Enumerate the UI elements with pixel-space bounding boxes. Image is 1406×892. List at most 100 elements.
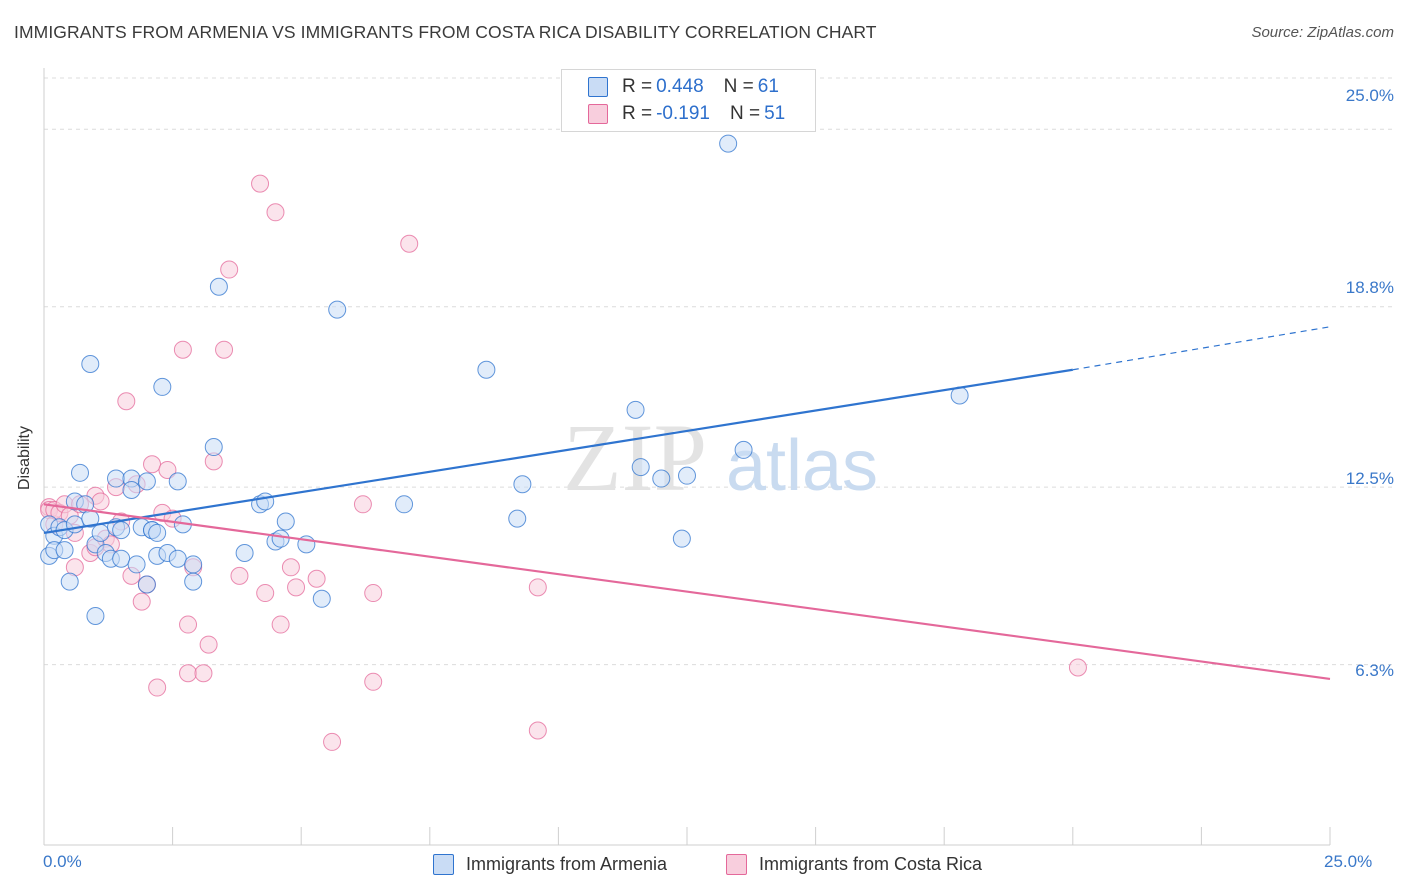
bottom-legend-armenia: Immigrants from Armenia: [433, 852, 667, 876]
legend-swatch-blue: [588, 77, 608, 97]
data-point: [323, 732, 342, 751]
data-point: [137, 575, 156, 594]
data-point: [55, 541, 74, 560]
y-tick-label: 18.8%: [1345, 278, 1394, 297]
data-point: [328, 300, 347, 319]
trend-line-costa-rica: [43, 503, 1331, 681]
data-point: [65, 515, 84, 534]
data-point: [364, 672, 383, 691]
data-point: [266, 203, 285, 222]
data-point: [276, 512, 295, 531]
data-point: [364, 584, 383, 603]
data-point: [132, 592, 151, 611]
data-point: [652, 469, 671, 488]
data-point: [173, 340, 192, 359]
legend-n-value: 51: [764, 103, 786, 124]
data-point: [251, 174, 270, 193]
data-point: [158, 460, 177, 479]
data-point: [307, 569, 326, 588]
y-tick-label: 12.5%: [1345, 469, 1394, 488]
data-point: [112, 521, 131, 540]
legend-n-label: N =: [723, 76, 754, 97]
data-point: [179, 615, 198, 634]
data-point: [112, 549, 131, 568]
data-point: [137, 472, 156, 491]
trend-line-armenia: [43, 368, 1073, 535]
data-point: [60, 572, 79, 591]
data-point: [400, 234, 419, 253]
legend-row-costa-rica: R = -0.191 N = 51: [588, 102, 785, 126]
data-point: [209, 277, 228, 296]
data-point: [143, 455, 162, 474]
data-point: [122, 480, 141, 499]
data-point: [148, 678, 167, 697]
data-point: [271, 615, 290, 634]
data-point: [256, 584, 275, 603]
y-tick-label: 6.3%: [1355, 661, 1394, 680]
legend-swatch-pink: [588, 104, 608, 124]
data-point: [204, 438, 223, 457]
data-point: [1068, 658, 1087, 677]
trend-line-armenia-extension: [1072, 326, 1331, 371]
series-armenia-points: [40, 134, 969, 625]
legend-r-label: R =: [622, 76, 653, 97]
data-point: [678, 466, 696, 485]
x-tick-label-min: 0.0%: [43, 852, 82, 871]
data-point: [513, 475, 532, 494]
data-point: [127, 555, 146, 574]
data-point: [194, 664, 213, 683]
data-point: [91, 523, 110, 542]
legend-label-costa-rica: Immigrants from Costa Rica: [759, 853, 983, 874]
watermark: ZIP atlas: [563, 404, 878, 511]
data-point: [215, 340, 234, 359]
chart-title: IMMIGRANTS FROM ARMENIA VS IMMIGRANTS FR…: [14, 22, 877, 42]
data-point: [271, 529, 290, 548]
data-point: [281, 558, 300, 577]
correlation-legend: R = 0.448 N = 61 R = -0.191 N = 51: [561, 69, 816, 132]
data-point: [107, 469, 126, 488]
legend-row-armenia: R = 0.448 N = 61: [588, 75, 779, 99]
data-point: [86, 606, 105, 625]
data-point: [626, 400, 645, 419]
legend-r-value: -0.191: [656, 103, 710, 124]
data-point: [199, 635, 218, 654]
data-point: [477, 360, 496, 379]
data-point: [148, 523, 167, 542]
legend-n-value: 61: [757, 76, 779, 97]
data-point: [168, 549, 187, 568]
data-point: [153, 377, 172, 396]
trend-lines: [43, 326, 1331, 681]
data-point: [672, 529, 691, 548]
legend-label-armenia: Immigrants from Armenia: [466, 853, 668, 874]
x-tick-label-max: 25.0%: [1324, 852, 1373, 871]
y-tick-label: 25.0%: [1345, 86, 1394, 105]
source-label: Source: ZipAtlas.com: [1251, 24, 1394, 41]
watermark-zip: ZIP: [563, 404, 707, 511]
data-point: [508, 509, 527, 528]
data-point: [184, 572, 203, 591]
data-point: [528, 578, 547, 597]
data-point: [117, 392, 136, 411]
data-point: [91, 492, 110, 511]
data-point: [528, 721, 547, 740]
legend-n-label: N =: [729, 103, 761, 124]
data-point: [184, 555, 203, 574]
bottom-legend-costa-rica: Immigrants from Costa Rica: [726, 852, 982, 876]
data-point: [256, 492, 275, 511]
data-point: [179, 664, 198, 683]
data-point: [220, 260, 239, 279]
data-point: [230, 566, 249, 585]
data-point: [287, 578, 306, 597]
legend-r-label: R =: [622, 103, 653, 124]
data-point: [734, 440, 753, 459]
data-point: [168, 472, 187, 491]
legend-swatch-pink: [726, 853, 747, 875]
data-point: [81, 355, 100, 374]
data-point: [353, 495, 372, 514]
data-point: [395, 495, 414, 514]
data-point: [235, 543, 254, 562]
data-point: [312, 589, 331, 608]
data-point: [631, 458, 650, 477]
data-point: [71, 463, 90, 482]
